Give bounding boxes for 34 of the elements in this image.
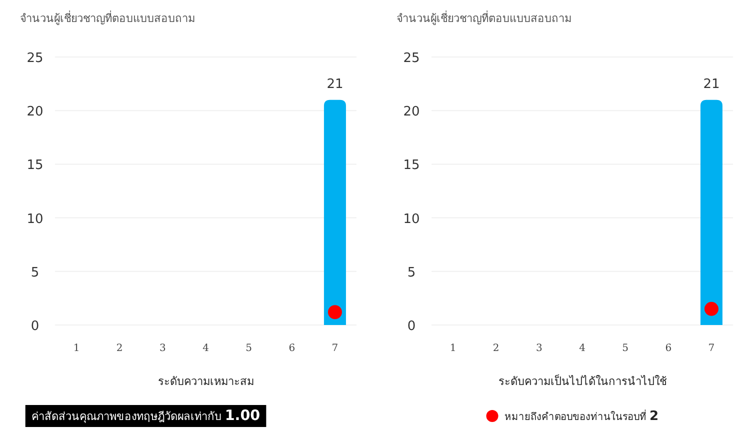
y-tick-label: 15 bbox=[403, 158, 420, 174]
y-tick-label: 15 bbox=[26, 158, 44, 174]
x-tick-label: 5 bbox=[246, 343, 252, 354]
x-tick-label: 4 bbox=[579, 343, 586, 354]
x-tick-label: 3 bbox=[159, 343, 166, 354]
y-tick-label: 10 bbox=[26, 212, 44, 227]
x-tick-label: 7 bbox=[332, 343, 338, 354]
x-tick-label: 6 bbox=[288, 343, 296, 354]
y-tick-label: 25 bbox=[403, 51, 420, 66]
x-tick-label: 4 bbox=[202, 343, 209, 354]
y-tick-label: 0 bbox=[407, 319, 416, 334]
data-label: 21 bbox=[326, 76, 344, 92]
y-tick-label: 10 bbox=[403, 212, 420, 227]
y-tick-label: 20 bbox=[403, 104, 420, 120]
data-label: 21 bbox=[703, 76, 720, 92]
x-tick-label: 5 bbox=[622, 343, 629, 354]
text: ค่าสัดส่วนคุณภาพของทฤษฎีวัดผลเท่ากับ 1.00 bbox=[31, 408, 260, 424]
legend-label: หมายถึงคำตอบของท่านในรอบที่ 2 bbox=[504, 409, 658, 424]
x-tick-label: 1 bbox=[73, 343, 80, 354]
y-tick-label: 5 bbox=[407, 265, 416, 280]
x-tick-label: 2 bbox=[492, 343, 500, 354]
y-tick-label: 25 bbox=[26, 51, 44, 66]
y-tick-label: 20 bbox=[26, 104, 44, 120]
y-tick-label: 0 bbox=[30, 319, 40, 334]
x-tick-label: 6 bbox=[665, 343, 672, 354]
x-tick-label: 1 bbox=[450, 343, 456, 354]
y-tick-label: 5 bbox=[30, 265, 40, 280]
x-axis-title: ระดับความเหมาะสม bbox=[158, 375, 254, 388]
x-tick-label: 3 bbox=[536, 343, 542, 354]
y-axis-title: จำนวนผู้เชี่ยวชาญที่ตอบแบบสอบถาม bbox=[20, 10, 195, 25]
x-tick-label: 2 bbox=[116, 343, 123, 354]
x-axis-title: ระดับความเป็นไปได้ในการนำไปใช้ bbox=[498, 374, 666, 388]
x-tick-label: 7 bbox=[708, 343, 715, 354]
y-axis-title: จำนวนผู้เชี่ยวชาญที่ตอบแบบสอบถาม bbox=[396, 10, 572, 25]
